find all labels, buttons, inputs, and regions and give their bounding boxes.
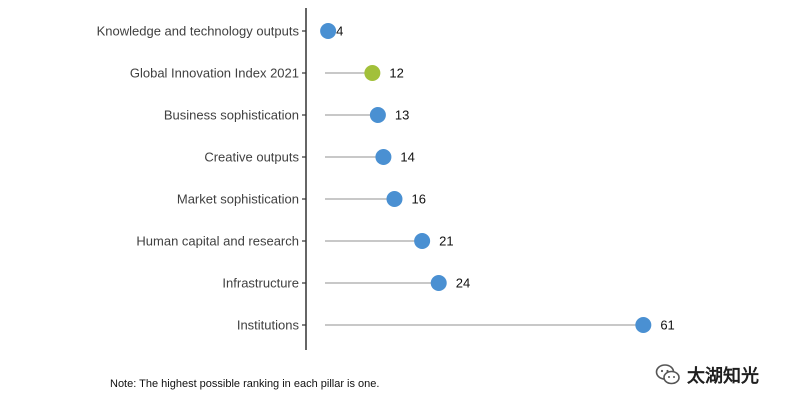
- lollipop-point: [386, 191, 403, 207]
- category-label: Institutions: [237, 318, 300, 333]
- category-label: Market sophistication: [177, 192, 299, 207]
- lollipop-point: [414, 233, 431, 249]
- lollipop-chart: Knowledge and technology outputs 4 Global …: [97, 8, 675, 350]
- value-label: 14: [400, 150, 414, 165]
- category-label: Human capital and research: [136, 234, 299, 249]
- category-label: Knowledge and technology outputs: [97, 24, 300, 39]
- category-label: Business sophistication: [164, 108, 299, 123]
- lollipop-point: [369, 107, 386, 123]
- value-label: 61: [660, 318, 674, 333]
- chart-note: Note: The highest possible ranking in ea…: [110, 378, 380, 390]
- lollipop-point: [635, 317, 652, 333]
- value-label: 24: [456, 276, 470, 291]
- category-label: Infrastructure: [222, 276, 299, 291]
- value-label: 4: [336, 24, 343, 39]
- lollipop-point: [375, 149, 392, 165]
- watermark: 太湖知光: [655, 362, 759, 388]
- watermark-text: 太湖知光: [687, 366, 759, 386]
- lollipop-point: [364, 65, 381, 81]
- lollipop-point: [430, 275, 447, 291]
- category-label: Global Innovation Index 2021: [130, 66, 299, 81]
- value-label: 16: [411, 192, 425, 207]
- wechat-icon: [655, 364, 680, 385]
- value-label: 12: [389, 66, 403, 81]
- lollipop-point: [320, 23, 337, 39]
- value-label: 21: [439, 234, 453, 249]
- category-label: Creative outputs: [204, 150, 299, 165]
- value-label: 13: [395, 108, 409, 123]
